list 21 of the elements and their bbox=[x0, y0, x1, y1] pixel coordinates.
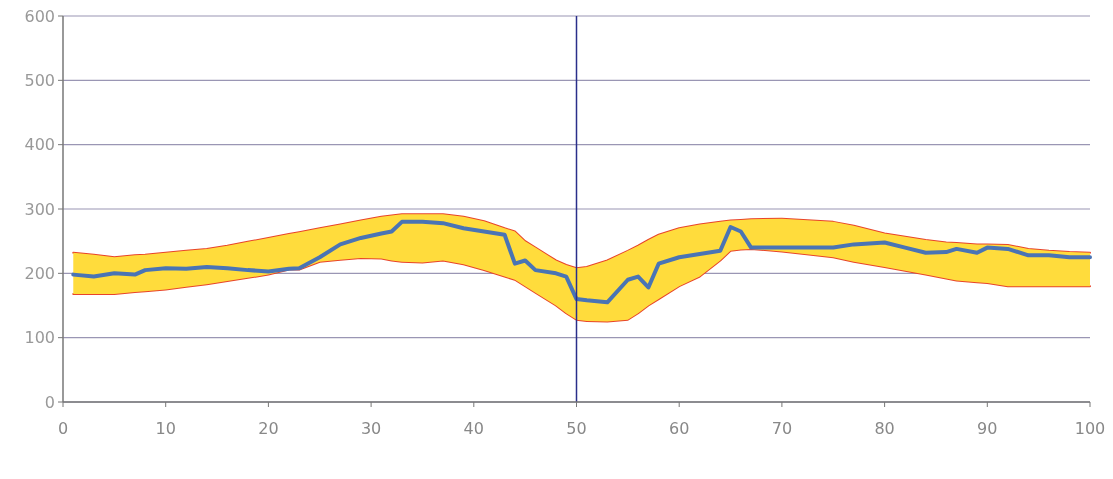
y-tick-label: 0 bbox=[44, 392, 55, 412]
x-tick-label: 20 bbox=[258, 419, 279, 438]
y-tick-label: 200 bbox=[24, 263, 55, 283]
x-tick-label: 100 bbox=[1074, 419, 1106, 438]
x-tick-label: 40 bbox=[463, 419, 484, 438]
y-tick-label: 500 bbox=[24, 70, 55, 90]
x-tick-label: 50 bbox=[566, 419, 587, 438]
y-tick-label: 400 bbox=[24, 135, 55, 155]
line-series bbox=[72, 213, 1091, 270]
x-tick-label: 90 bbox=[977, 419, 998, 438]
x-tick-label: 80 bbox=[874, 419, 895, 438]
x-tick-label: 60 bbox=[669, 419, 690, 438]
x-tick-label: 10 bbox=[155, 419, 176, 438]
x-tick-label: 30 bbox=[360, 419, 382, 438]
y-tick-label: 600 bbox=[24, 6, 55, 26]
x-tick-label: 0 bbox=[57, 419, 69, 438]
y-tick-label: 300 bbox=[24, 199, 55, 219]
line-series bbox=[71, 219, 1092, 305]
x-tick-label: 70 bbox=[771, 419, 793, 438]
y-tick-label: 100 bbox=[24, 328, 55, 348]
line-series bbox=[72, 247, 1091, 323]
